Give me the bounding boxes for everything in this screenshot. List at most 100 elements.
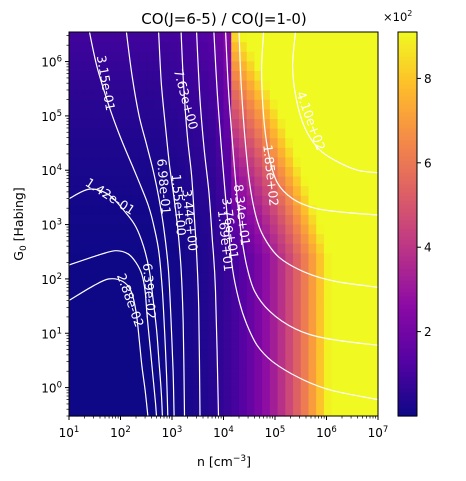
heatmap-cell (347, 118, 356, 129)
heatmap-cell (339, 396, 348, 407)
heatmap-cell (130, 339, 140, 350)
heatmap-cell (347, 358, 356, 369)
heatmap-cell (293, 224, 302, 235)
heatmap-cell (347, 406, 356, 417)
heatmap-cell (362, 262, 371, 273)
heatmap-cell (331, 108, 340, 119)
heatmap-cell (331, 80, 340, 91)
heatmap-cell (339, 41, 348, 52)
heatmap-cell (184, 406, 194, 417)
heatmap-cell (231, 185, 240, 196)
heatmap-cell (354, 204, 364, 215)
heatmap-cell (123, 233, 132, 244)
heatmap-cell (146, 32, 155, 43)
heatmap-cell (254, 195, 263, 206)
heatmap-cell (262, 147, 271, 158)
heatmap-cell (192, 176, 201, 187)
heatmap-cell (92, 272, 101, 283)
heatmap-cell (130, 396, 140, 407)
heatmap-cell (285, 137, 294, 148)
heatmap-cell (161, 233, 171, 244)
colorbar-band (398, 128, 417, 133)
heatmap-cell (177, 252, 186, 263)
heatmap-cell (92, 108, 101, 119)
heatmap-cell (92, 70, 101, 81)
heatmap-cell (262, 262, 271, 273)
heatmap-cell (192, 128, 201, 139)
heatmap-cell (300, 195, 310, 206)
heatmap-cell (223, 41, 232, 52)
heatmap-cell (238, 137, 248, 148)
heatmap-cell (200, 291, 209, 302)
heatmap-cell (254, 41, 263, 52)
heatmap-cell (277, 368, 286, 379)
colorbar-band (398, 116, 417, 121)
heatmap-cell (370, 262, 379, 273)
heatmap-cell (208, 118, 217, 129)
heatmap-cell (246, 51, 255, 62)
heatmap-cell (285, 156, 294, 167)
heatmap-cell (107, 224, 116, 235)
heatmap-cell (192, 358, 201, 369)
heatmap-cell (215, 214, 225, 225)
heatmap-cell (269, 396, 279, 407)
heatmap-cell (208, 51, 217, 62)
heatmap-cell (362, 396, 371, 407)
heatmap-cell (192, 99, 201, 110)
heatmap-cell (115, 195, 124, 206)
heatmap-cell (200, 281, 209, 292)
heatmap-cell (331, 176, 340, 187)
heatmap-cell (107, 51, 116, 62)
heatmap-cell (254, 252, 263, 263)
heatmap-cell (69, 387, 78, 398)
heatmap-cell (192, 89, 201, 100)
heatmap-cell (130, 224, 140, 235)
heatmap-cell (246, 406, 255, 417)
colorbar-multiplier: ×102 (383, 9, 412, 24)
colorbar-band (398, 352, 417, 357)
heatmap-cell (215, 368, 225, 379)
heatmap-cell (153, 176, 163, 187)
heatmap-cell (223, 156, 232, 167)
heatmap-cell (115, 224, 124, 235)
heatmap-cell (223, 176, 232, 187)
heatmap-cell (277, 262, 286, 273)
heatmap-cell (192, 195, 201, 206)
heatmap-cell (331, 329, 340, 340)
heatmap-cell (192, 224, 201, 235)
heatmap-cell (308, 262, 317, 273)
heatmap-cell (76, 406, 86, 417)
heatmap-cell (146, 176, 155, 187)
heatmap-cell (238, 60, 248, 71)
heatmap-cell (192, 80, 201, 91)
heatmap-cell (200, 358, 209, 369)
heatmap-cell (354, 166, 364, 177)
heatmap-cell (192, 348, 201, 359)
heatmap-cell (92, 51, 101, 62)
heatmap-cell (184, 51, 194, 62)
heatmap-cell (323, 310, 333, 321)
heatmap-cell (370, 137, 379, 148)
heatmap-cell (130, 214, 140, 225)
heatmap-cell (76, 89, 86, 100)
heatmap-cell (169, 32, 178, 43)
heatmap-cell (254, 185, 263, 196)
chart-title: CO(J=6-5) / CO(J=1-0) (141, 10, 307, 28)
heatmap-cell (238, 358, 248, 369)
heatmap-cell (231, 252, 240, 263)
heatmap-cell (192, 329, 201, 340)
heatmap-cell (107, 291, 116, 302)
heatmap-cell (92, 262, 101, 273)
heatmap-cell (107, 176, 116, 187)
heatmap-cell (339, 147, 348, 158)
colorbar-band (398, 108, 417, 113)
heatmap-cell (99, 147, 109, 158)
heatmap-cell (339, 233, 348, 244)
heatmap-cell (269, 166, 279, 177)
heatmap-cell (107, 368, 116, 379)
heatmap-cell (362, 156, 371, 167)
heatmap-cell (208, 291, 217, 302)
heatmap-cell (115, 147, 124, 158)
heatmap-cell (308, 89, 317, 100)
heatmap-cell (347, 310, 356, 321)
